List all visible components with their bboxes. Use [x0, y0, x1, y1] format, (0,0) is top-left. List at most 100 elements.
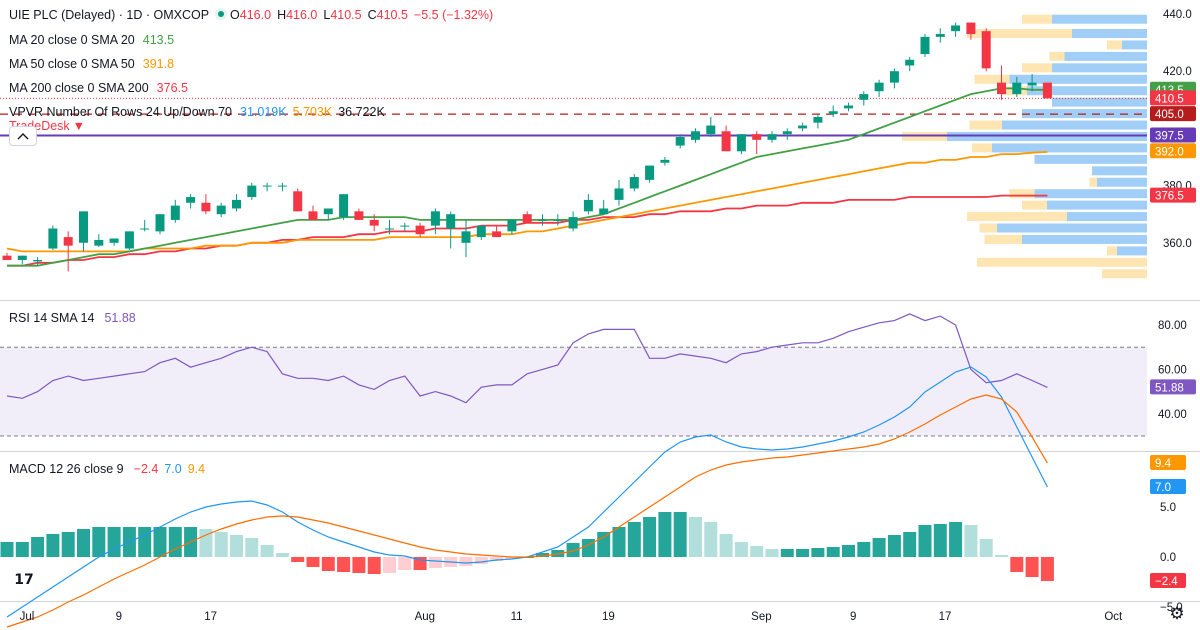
- macd-histogram-bar: [1025, 557, 1039, 577]
- vpvr-down-bar: [984, 234, 1022, 244]
- ma50-legend[interactable]: MA 50 close 0 SMA 50 391.8: [9, 57, 177, 71]
- vpvr-up-bar: [1092, 166, 1147, 176]
- candle-body: [691, 131, 700, 140]
- close-value: 410.5: [376, 8, 408, 22]
- gear-icon[interactable]: ⚙: [1169, 604, 1185, 624]
- candle-body: [415, 225, 425, 235]
- candle-body: [109, 238, 119, 243]
- rsi-badge: 51.88: [1155, 382, 1184, 394]
- price-badge-bg: [1150, 127, 1196, 143]
- price-axis-tick: 420.0: [1163, 66, 1192, 78]
- candle-body: [782, 131, 792, 135]
- macd-histogram-bar: [704, 522, 718, 557]
- rsi-value: 51.88: [104, 311, 136, 325]
- vpvr-down-bar: [967, 29, 1072, 39]
- candle-body: [920, 36, 930, 55]
- macd-histogram-bar: [887, 535, 901, 557]
- candle-body: [538, 219, 547, 221]
- candle-body: [354, 211, 364, 220]
- macd-legend[interactable]: MACD 12 26 close 9 −2.4 7.0 9.4: [9, 462, 208, 476]
- rsi-label: RSI 14 SMA 14: [9, 311, 95, 325]
- price-badge: 392.0: [1155, 146, 1184, 158]
- candle-body: [323, 208, 333, 215]
- candle-body: [874, 82, 884, 92]
- macd-histogram-bar: [658, 512, 672, 557]
- ma20-legend[interactable]: MA 20 close 0 SMA 20 413.5: [9, 33, 177, 47]
- rsi-line: [6, 313, 1048, 404]
- price-badge-bg: [1150, 143, 1196, 159]
- vpvr-up-bar: [1117, 246, 1147, 256]
- ma50-line: [6, 151, 1048, 253]
- macd-histogram-bar: [1010, 557, 1024, 572]
- symbol-title[interactable]: UIE PLC (Delayed) · 1D · OMXCOP: [9, 8, 210, 22]
- macd-histogram-bar: [719, 534, 733, 557]
- low-label: L: [323, 8, 331, 22]
- price-axis-tick: 440.0: [1163, 9, 1192, 21]
- vpvr-up-bar: [1002, 120, 1147, 130]
- macd-histogram-bar: [490, 557, 504, 561]
- candle-body: [430, 211, 440, 226]
- tradingview-logo[interactable]: 17: [14, 572, 34, 588]
- candle-body: [446, 214, 456, 229]
- vpvr-down-bar: [977, 257, 1147, 267]
- price-change: −5.5 (−1.32%): [413, 8, 494, 22]
- vpvr-up-bar: [1097, 177, 1147, 187]
- candle-body: [140, 228, 150, 230]
- macd-signal-value: 9.4: [187, 462, 206, 476]
- macd-histogram-bar: [1040, 557, 1054, 581]
- candle-body: [232, 199, 241, 209]
- high-value: 416.0: [286, 8, 318, 22]
- time-axis-tick: 11: [511, 611, 523, 623]
- collapse-legend-button[interactable]: [9, 126, 37, 146]
- macd-histogram-bar: [826, 547, 840, 557]
- vpvr-down-bar: [1022, 63, 1052, 73]
- ma200-line: [7, 194, 1048, 267]
- vpvr-down-bar: [974, 74, 1010, 84]
- candle-body: [629, 177, 639, 189]
- macd-histogram-bar: [964, 525, 978, 557]
- macd-histogram-bar: [459, 557, 473, 566]
- candle-body: [813, 116, 823, 123]
- macd-histogram-bar: [291, 557, 305, 562]
- rsi-legend[interactable]: RSI 14 SMA 14 51.88: [9, 311, 139, 325]
- time-axis-tick: Aug: [415, 611, 435, 623]
- candle-body: [293, 191, 303, 212]
- price-badge: 376.5: [1155, 191, 1184, 203]
- candle-body: [844, 105, 853, 109]
- macd-badge: 7.0: [1155, 482, 1171, 494]
- candle-body: [828, 111, 838, 115]
- candle-body: [951, 25, 961, 32]
- vpvr-up-bar: [1052, 97, 1147, 107]
- ma200-label: MA 200 close 0 SMA 200: [9, 81, 149, 95]
- macd-histogram-bar: [765, 549, 779, 557]
- vpvr-up-bar: [1122, 40, 1147, 50]
- high-label: H: [277, 8, 287, 22]
- time-axis-tick: 17: [939, 611, 952, 623]
- macd-histogram-bar: [689, 517, 702, 557]
- candle-body: [155, 214, 165, 232]
- macd-histogram-bar: [612, 527, 626, 557]
- macd-line-value: 7.0: [164, 462, 182, 476]
- symbol-legend: UIE PLC (Delayed) · 1D · OMXCOP O416.0 H41…: [9, 8, 496, 22]
- macd-histogram-bar: [306, 557, 320, 567]
- macd-histogram-bar: [949, 522, 963, 557]
- time-axis-tick: Oct: [1104, 611, 1123, 623]
- macd-histogram-bar: [979, 539, 993, 557]
- candle-body: [1042, 82, 1052, 99]
- vpvr-up-bar: [1052, 14, 1147, 24]
- vpvr-down-bar: [1089, 177, 1097, 187]
- candle-body: [201, 202, 211, 212]
- triangle-down-icon: ▼: [72, 119, 86, 133]
- ma200-legend[interactable]: MA 200 close 0 SMA 200 376.5: [9, 81, 191, 95]
- vpvr-down-bar: [1049, 51, 1065, 61]
- price-badge: 410.5: [1155, 93, 1184, 105]
- candle-body: [94, 239, 104, 246]
- candle-body: [492, 231, 502, 238]
- candle-body: [1027, 82, 1037, 86]
- vpvr-legend[interactable]: VPVR Number Of Rows 24 Up/Down 70 31.019K…: [9, 105, 388, 119]
- candle-body: [216, 205, 226, 215]
- candle-body: [1012, 82, 1022, 95]
- macd-histogram-bar: [597, 532, 611, 557]
- macd-histogram-bar: [903, 532, 917, 557]
